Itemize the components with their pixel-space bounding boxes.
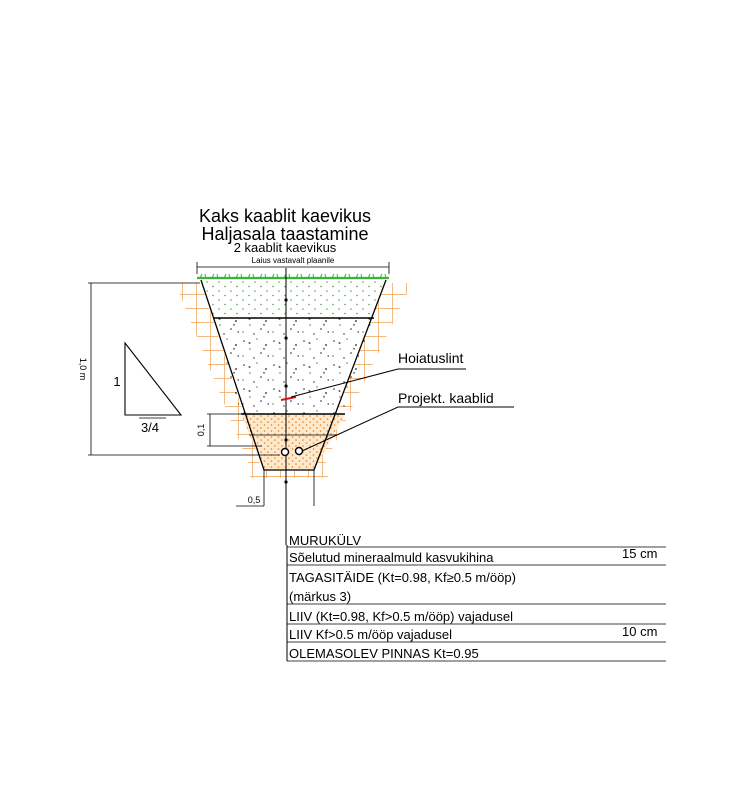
cables-leader (301, 406, 514, 452)
grass-surface (197, 273, 389, 280)
subtitle: 2 kaablit kaevikus (234, 240, 337, 255)
bottom-dim-label: 0,5 (248, 495, 261, 505)
trench-outline (200, 279, 387, 471)
layer-label-4: (märkus 3) (289, 589, 351, 604)
bedding-dim-label: 0,1 (196, 424, 206, 437)
bedding-dimension (207, 413, 262, 447)
backfill-layer (213, 318, 374, 414)
layer-label-6: LIIV Kf>0.5 m/ööp vajadusel (289, 627, 452, 642)
cable-2 (294, 446, 304, 456)
title-line-2: Haljasala taastamine (201, 224, 368, 244)
bottom-stub-lines (236, 470, 315, 507)
cables-callout: Projekt. kaablid (398, 390, 494, 406)
layer-value-6: 10 cm (622, 624, 657, 639)
layer-label-7: OLEMASOLEV PINNAS Kt=0.95 (289, 646, 479, 661)
warning-tape-leader (290, 368, 466, 398)
width-note: Laius vastavalt plaanile (252, 256, 335, 265)
layer-label-2: Sõelutud mineraalmuld kasvukihina (289, 550, 494, 565)
slope-horizontal-label: 3/4 (141, 420, 159, 435)
layer-legend: MURUKÜLV Sõelutud mineraalmuld kasvukihi… (286, 533, 666, 662)
depth-dimension (88, 282, 280, 456)
layer-label-5: LIIV (Kt=0.98, Kf>0.5 m/ööp) vajadusel (289, 609, 513, 624)
layer-value-2: 15 cm (622, 546, 657, 561)
slope-vertical-label: 1 (113, 374, 120, 389)
depth-label: 1,0 m (78, 358, 88, 381)
title-line-1: Kaks kaablit kaevikus (199, 206, 371, 226)
warning-tape-callout: Hoiatuslint (398, 350, 463, 366)
warning-tape (280, 396, 297, 401)
layer-label-1: MURUKÜLV (289, 533, 361, 548)
center-axis-dots (284, 298, 288, 484)
layer-label-3: TAGASITÄIDE (Kt=0.98, Kf≥0.5 m/ööp) (289, 570, 516, 585)
cable-1 (280, 447, 290, 457)
slope-triangle (124, 341, 183, 416)
topsoil-layer (201, 280, 386, 318)
